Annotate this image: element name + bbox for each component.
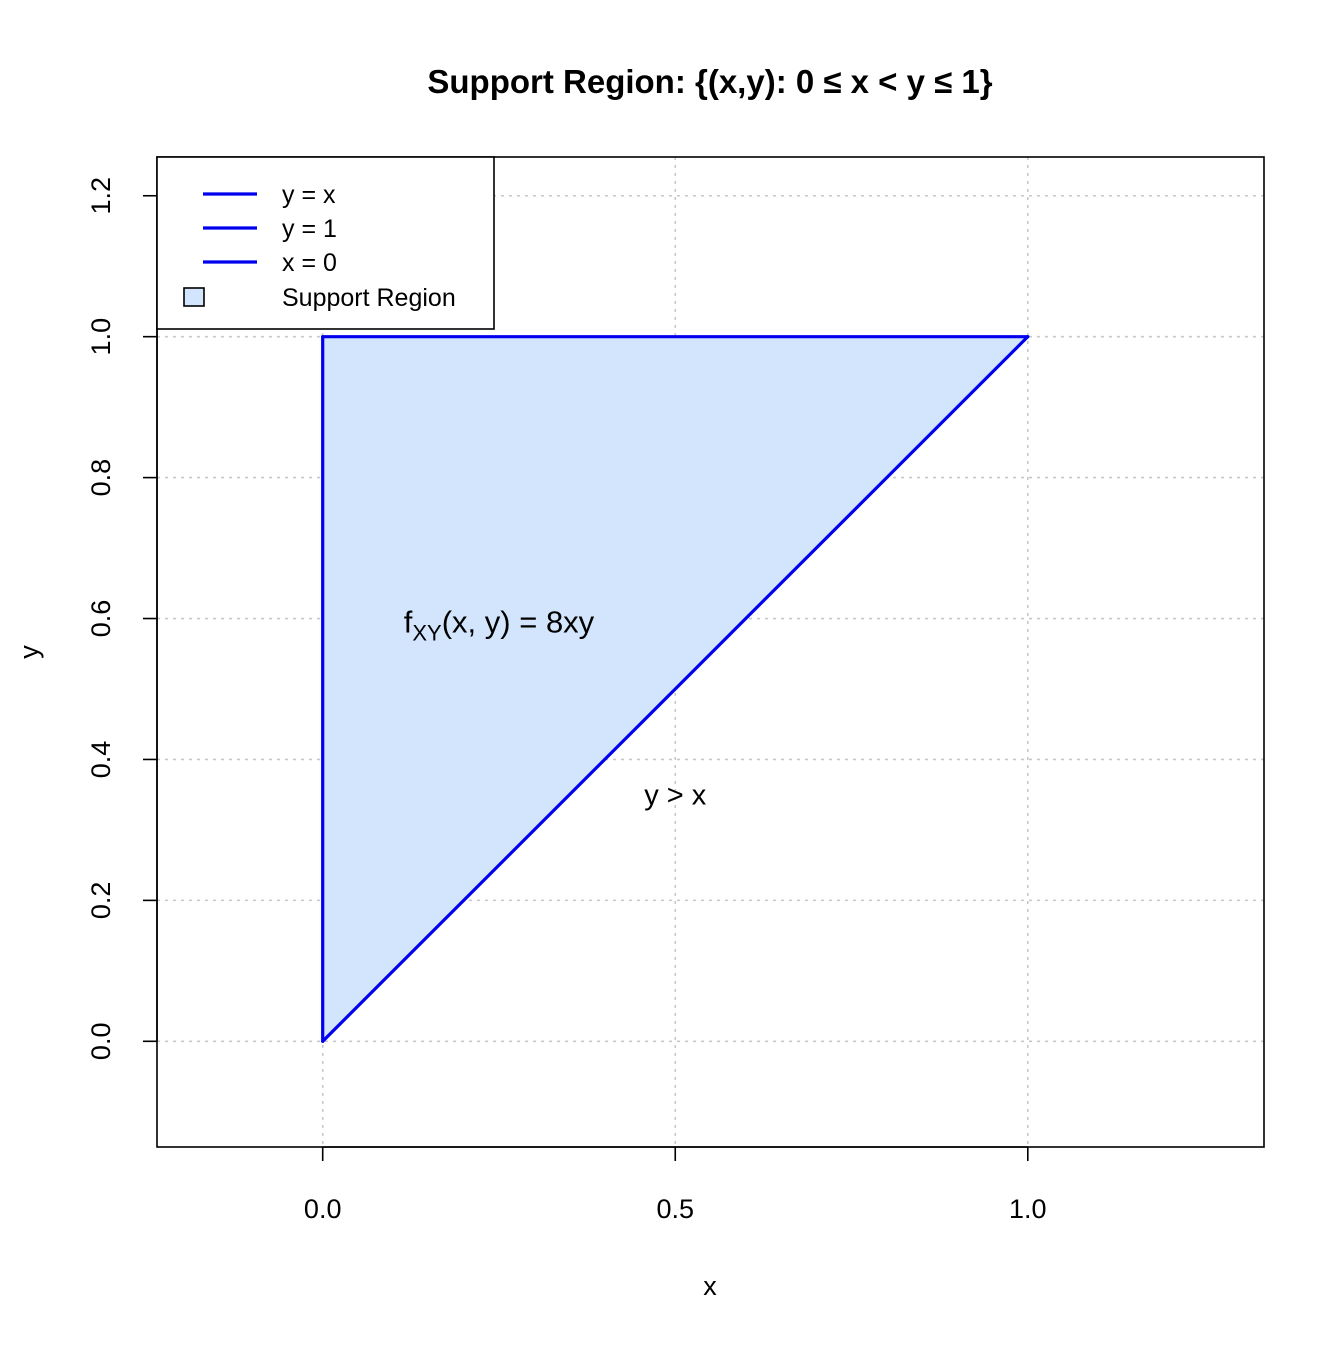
x-tick-label: 0.0 — [304, 1194, 342, 1224]
y-tick-label: 0.2 — [86, 882, 116, 920]
legend-entry-label: x = 0 — [282, 249, 337, 277]
x-axis: 0.0 0.5 1.0 — [304, 1146, 1047, 1224]
chart-title: Support Region: {(x,y): 0 ≤ x < y ≤ 1} — [427, 63, 992, 100]
legend-entry-label: y = 1 — [282, 215, 337, 243]
x-axis-title: x — [703, 1271, 717, 1301]
y-axis-title: y — [14, 645, 44, 659]
density-annotation-rest: = 8xy — [511, 605, 595, 640]
inequality-annotation: y > x — [644, 780, 707, 812]
density-annotation-base: f — [404, 605, 413, 640]
series-lines-layer — [321, 335, 1030, 1043]
legend-entry-label: Support Region — [282, 284, 456, 312]
density-annotation-subscript: XY — [412, 621, 442, 646]
legend: y = x y = 1 x = 0 Support Region — [156, 156, 495, 330]
y-axis: 0.0 0.2 0.4 0.6 0.8 1.0 1.2 — [86, 177, 158, 1061]
y-tick-label: 0.4 — [86, 741, 116, 779]
y-tick-label: 1.2 — [86, 177, 116, 215]
density-annotation-args: (x, y) — [442, 605, 511, 640]
legend-entry-label: y = x — [282, 181, 336, 209]
legend-box — [156, 156, 495, 330]
y-tick-label: 0.0 — [86, 1023, 116, 1061]
annotations-layer: fXY(x, y) = 8xy y > x — [404, 605, 707, 812]
x-tick-label: 0.5 — [656, 1194, 694, 1224]
y-tick-label: 1.0 — [86, 318, 116, 356]
y-tick-label: 0.8 — [86, 459, 116, 497]
y-tick-label: 0.6 — [86, 600, 116, 638]
legend-fill-swatch — [183, 287, 205, 307]
density-annotation: fXY(x, y) = 8xy — [404, 605, 595, 646]
series-line-1 — [321, 335, 1030, 1043]
x-tick-label: 1.0 — [1009, 1194, 1047, 1224]
